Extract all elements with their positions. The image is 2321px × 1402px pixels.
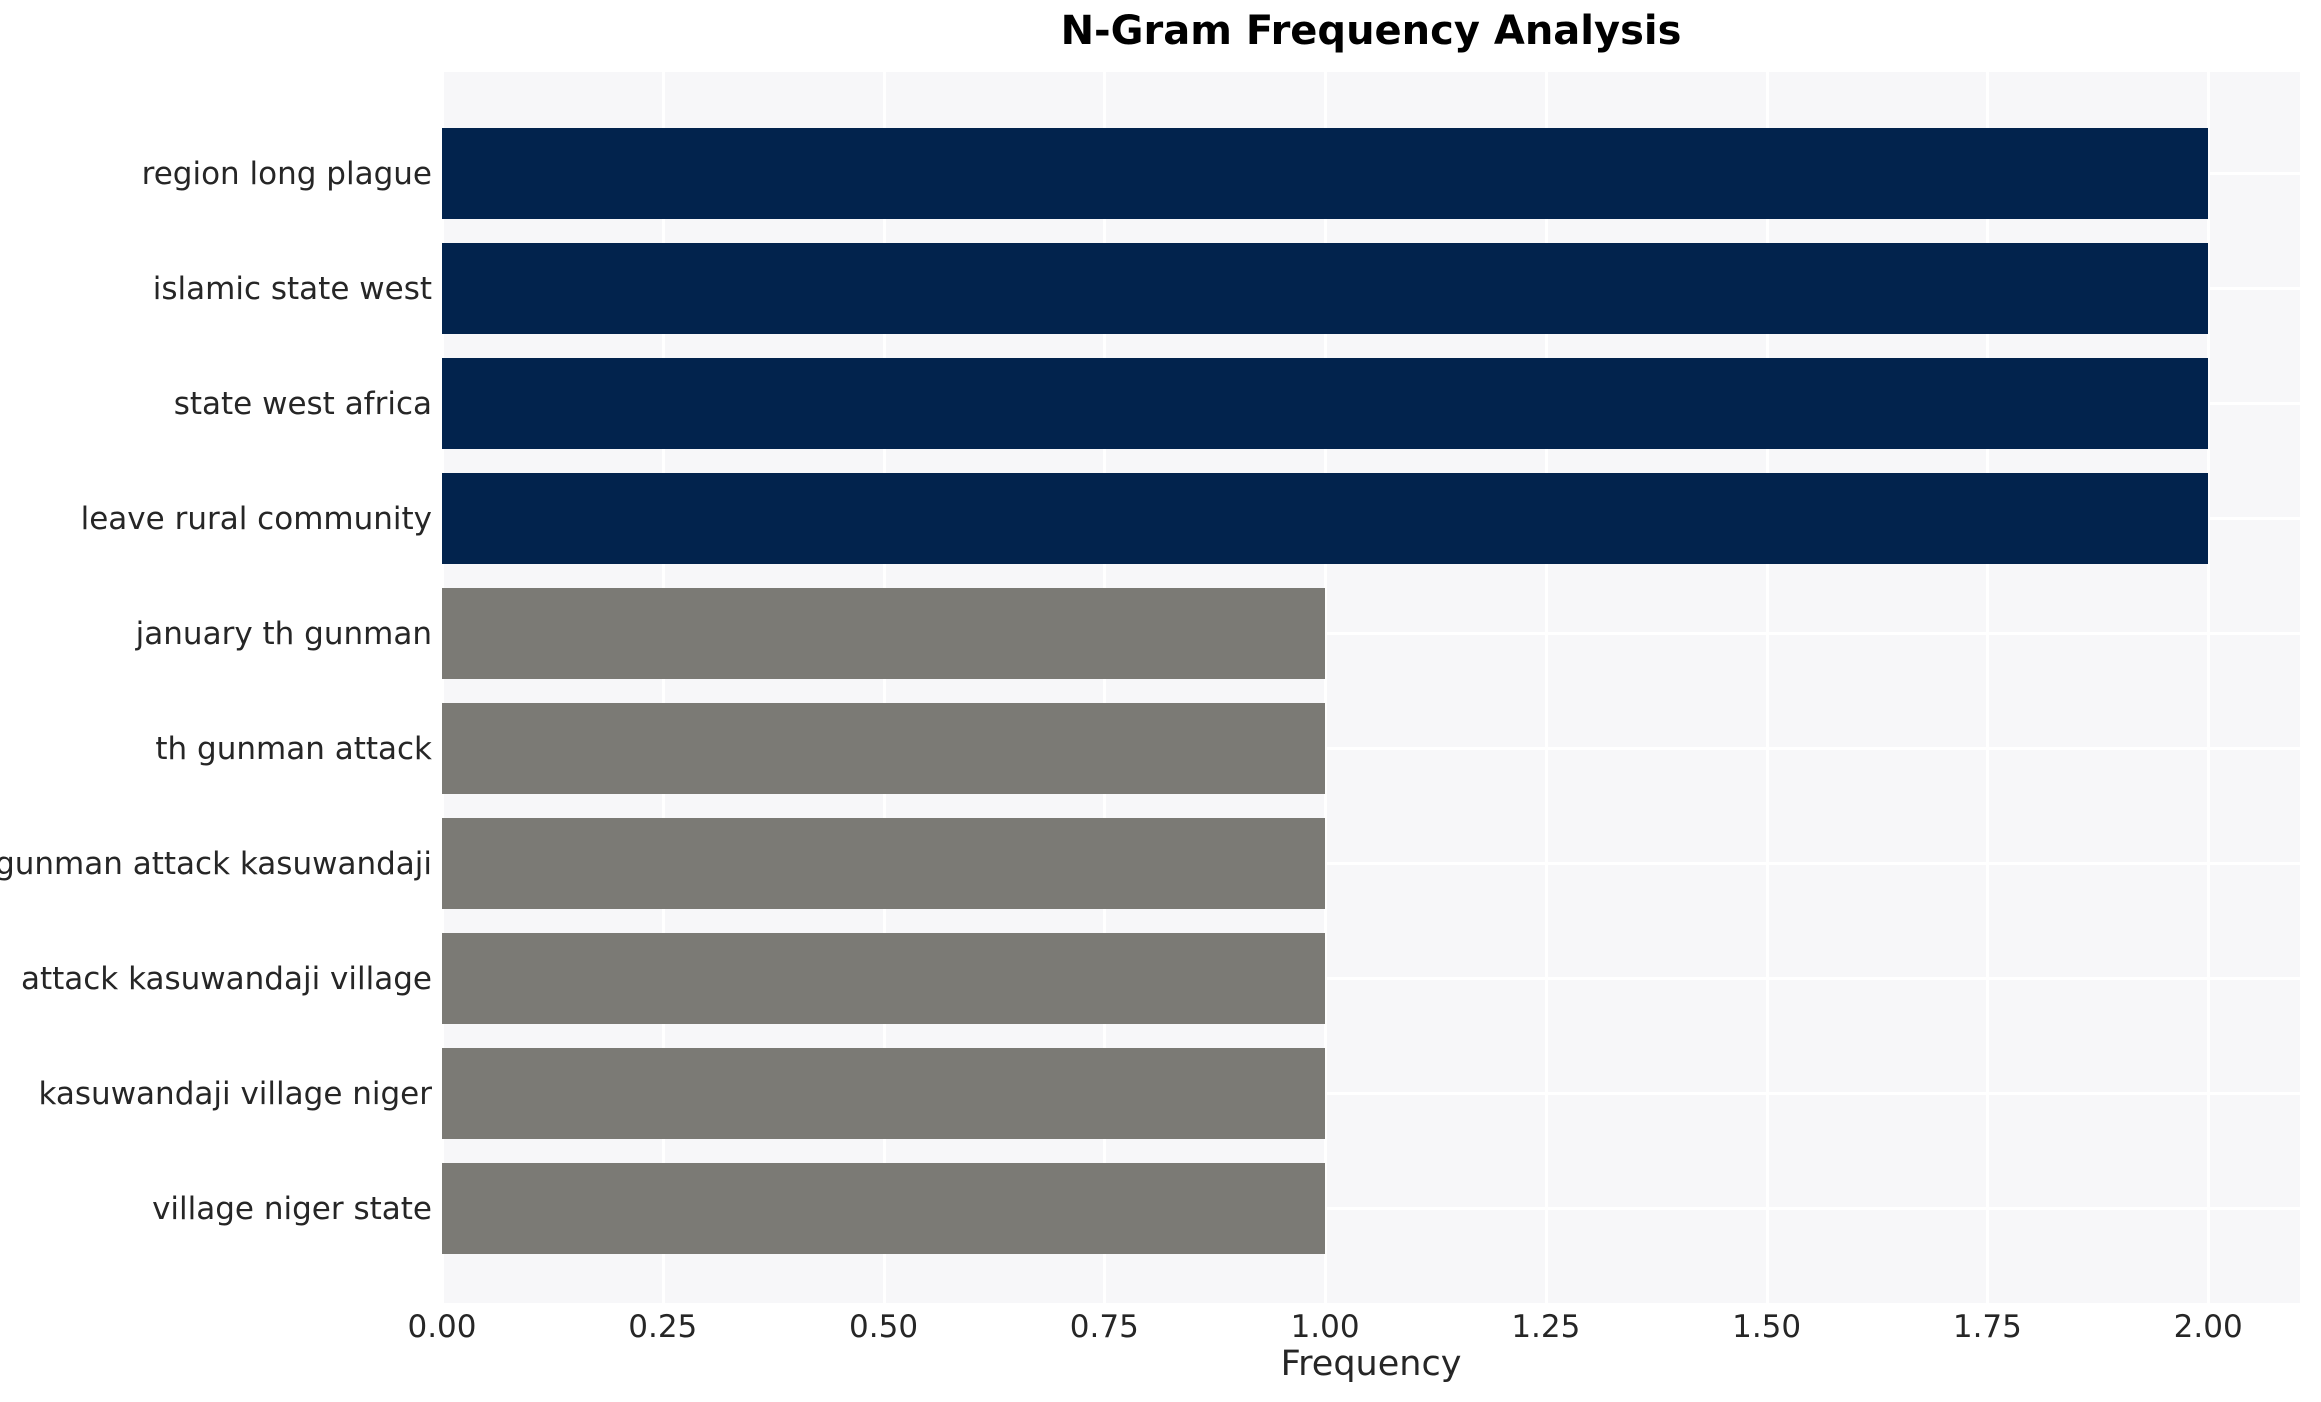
chart-title: N-Gram Frequency Analysis (1060, 8, 1682, 54)
y-tick-label: gunman attack kasuwandaji (0, 845, 432, 882)
y-gridline (442, 632, 2300, 635)
frequency-bar (442, 243, 2209, 334)
bar-row (442, 806, 2300, 921)
y-tick-label: village niger state (152, 1190, 432, 1227)
x-gridline (2207, 72, 2211, 1303)
x-tick-label: 1.00 (1290, 1309, 1360, 1345)
y-gridline (442, 862, 2300, 865)
y-tick-label: leave rural community (80, 500, 432, 537)
x-gridline (1544, 72, 1548, 1303)
x-tick-label: 1.75 (1952, 1309, 2022, 1345)
x-gridline (1324, 72, 1328, 1303)
frequency-bar (442, 703, 1326, 794)
frequency-bar (442, 128, 2209, 219)
frequency-bar (442, 1048, 1326, 1139)
bar-row (442, 1151, 2300, 1266)
x-gridline (882, 72, 886, 1303)
x-gridline (661, 72, 665, 1303)
x-gridline (1765, 72, 1769, 1303)
x-tick-label: 0.50 (849, 1309, 919, 1345)
bar-row (442, 116, 2300, 231)
x-gridline (441, 72, 444, 1303)
frequency-bar (442, 933, 1326, 1024)
y-tick-label: th gunman attack (155, 730, 432, 767)
x-tick-label: 0.75 (1069, 1309, 1139, 1345)
x-gridline (1986, 72, 1990, 1303)
bar-row (442, 576, 2300, 691)
x-gridline (1103, 72, 1107, 1303)
y-tick-label: attack kasuwandaji village (20, 960, 432, 997)
x-tick-label: 1.50 (1732, 1309, 1802, 1345)
y-gridline (442, 1092, 2300, 1095)
x-tick-label: 2.00 (2173, 1309, 2243, 1345)
frequency-bar (442, 1163, 1326, 1254)
x-axis-label: Frequency (1280, 1344, 1462, 1384)
x-tick-label: 0.25 (628, 1309, 698, 1345)
y-tick-label: state west africa (173, 385, 432, 422)
y-tick-label: islamic state west (152, 270, 432, 307)
plot-area (441, 72, 2300, 1303)
y-gridline (442, 1207, 2300, 1210)
frequency-bar (442, 818, 1326, 909)
bar-row (442, 691, 2300, 806)
bar-row (442, 461, 2300, 576)
frequency-bar (442, 588, 1326, 679)
bar-row (442, 1036, 2300, 1151)
frequency-bar (442, 358, 2209, 449)
bar-row (442, 231, 2300, 346)
bar-row (442, 346, 2300, 461)
x-tick-label: 0.00 (407, 1309, 477, 1345)
y-tick-label: kasuwandaji village niger (38, 1075, 433, 1112)
x-tick-label: 1.25 (1511, 1309, 1581, 1345)
y-gridline (442, 977, 2300, 980)
bar-row (442, 921, 2300, 1036)
y-tick-label: region long plague (141, 155, 432, 192)
y-tick-label: january th gunman (135, 615, 432, 652)
frequency-bar (442, 473, 2209, 564)
y-gridline (442, 747, 2300, 750)
